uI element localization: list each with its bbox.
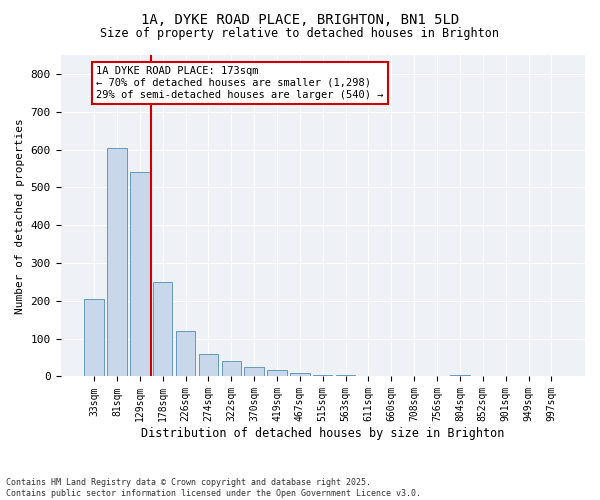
Bar <box>107 148 127 376</box>
Text: 1A DYKE ROAD PLACE: 173sqm
← 70% of detached houses are smaller (1,298)
29% of s: 1A DYKE ROAD PLACE: 173sqm ← 70% of deta… <box>97 66 384 100</box>
Bar <box>176 331 195 376</box>
Bar <box>221 362 241 376</box>
Bar <box>85 299 104 376</box>
Bar <box>290 374 310 376</box>
Bar <box>153 282 172 376</box>
Bar <box>244 367 264 376</box>
Text: Contains HM Land Registry data © Crown copyright and database right 2025.
Contai: Contains HM Land Registry data © Crown c… <box>6 478 421 498</box>
X-axis label: Distribution of detached houses by size in Brighton: Distribution of detached houses by size … <box>141 427 505 440</box>
Text: Size of property relative to detached houses in Brighton: Size of property relative to detached ho… <box>101 28 499 40</box>
Bar <box>450 374 470 376</box>
Bar <box>313 374 332 376</box>
Y-axis label: Number of detached properties: Number of detached properties <box>15 118 25 314</box>
Bar <box>268 370 287 376</box>
Bar <box>130 172 149 376</box>
Text: 1A, DYKE ROAD PLACE, BRIGHTON, BN1 5LD: 1A, DYKE ROAD PLACE, BRIGHTON, BN1 5LD <box>141 12 459 26</box>
Bar <box>199 354 218 376</box>
